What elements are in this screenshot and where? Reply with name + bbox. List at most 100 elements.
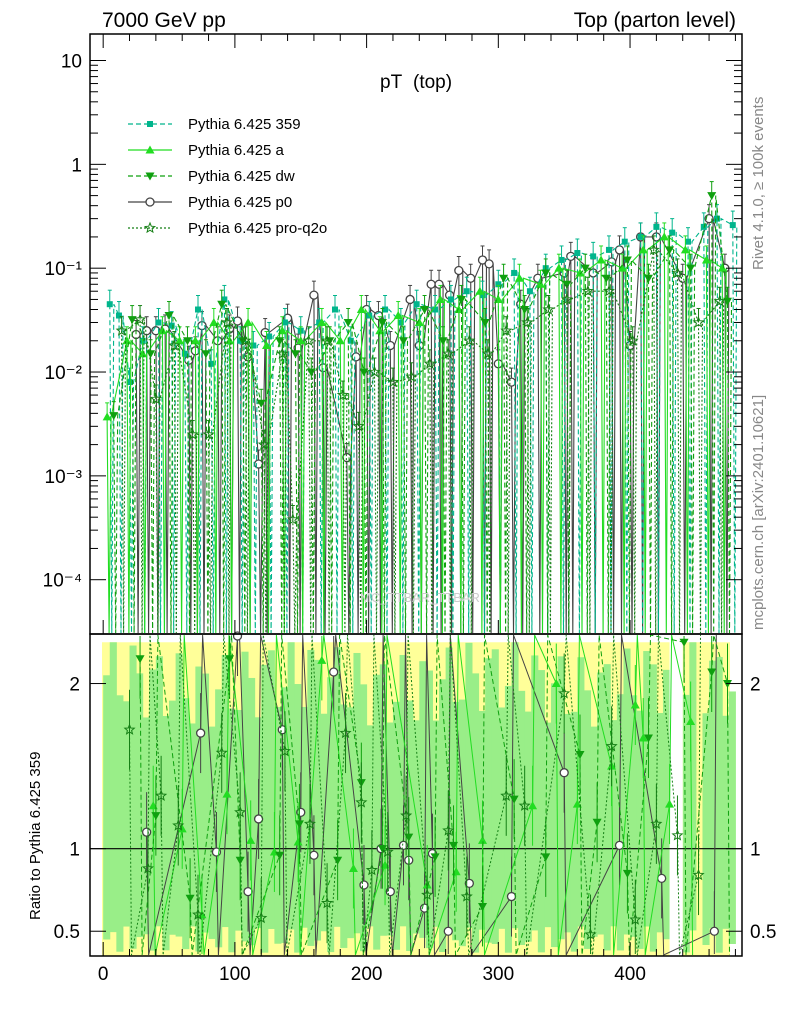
data-point [127,316,137,325]
legend-marker [145,197,155,207]
ratio-band-bin [511,642,519,929]
data-point [201,350,211,359]
data-point [182,337,192,346]
ratio-series-line [129,634,701,956]
ratio-band-bin [103,675,111,940]
ratio-point [506,891,517,902]
ratio-band-bin [419,661,427,938]
ratio-band-bin [551,683,559,948]
ratio-point [605,739,618,752]
ratio-band-bin [155,656,163,927]
data-point [250,342,257,349]
ratio-point [339,726,352,739]
legend-entry: Pythia 6.425 pro-q2o [128,220,327,237]
ratio-point [151,812,161,821]
ratio-point [442,824,455,836]
header-right: Top (parton level) [574,9,736,32]
data-point [266,333,273,340]
ratio-point [155,789,168,802]
data-point [614,245,625,255]
data-point [149,392,162,405]
y-main-tick-label: 10 [61,52,82,73]
ratio-series-pythia-6-425-pro-q2o [123,634,705,956]
data-point [713,215,720,222]
ratio-band-bin [234,709,242,931]
data-point [220,316,233,328]
ratio-point [430,853,440,862]
ratio-point [333,856,343,865]
ratio-band-bin [175,653,183,937]
data-point [596,255,606,264]
y-main-tick-label: 10⁻⁴ [43,571,82,592]
ratio-band-bin [564,713,572,933]
ratio-band-bin [709,660,717,929]
ratio-band-bin [471,673,480,953]
ratio-band-bin [491,649,499,944]
y-main-tick-label: 10⁻³ [45,467,83,488]
data-point [420,306,430,315]
y-main-tick-label: 10⁻¹ [45,259,83,280]
ratio-series-line [139,634,730,957]
side-label-rivet: Rivet 4.1.0, ≥ 100k events [750,97,767,270]
ratio-point [275,851,285,860]
data-point [463,288,470,295]
ratio-point [278,744,292,757]
ratio-point [329,667,339,677]
watermark: MC_TTBAR_TTBAR [360,590,480,605]
legend-label: Pythia 6.425 p0 [188,194,292,211]
ratio-point [551,679,561,688]
ratio-point [622,869,632,878]
ratio-point [234,805,247,818]
data-point [359,368,369,377]
ratio-point [509,795,519,804]
data-point [435,294,445,303]
y-ratio-tick-label: 0.5 [54,922,80,943]
ratio-point [235,856,245,865]
legend-entry: Pythia 6.425 dw [128,168,295,185]
ratio-point [528,801,538,810]
ratio-point [460,890,473,902]
ratio-band-bin [623,648,631,935]
ratio-band-bin [360,684,368,952]
ratio-point [707,668,717,677]
data-point [352,419,365,432]
data-point [243,317,253,326]
data-point [514,273,524,282]
data-point [575,268,585,277]
ratio-point [592,818,602,827]
data-point [480,318,490,327]
y-main-tick-label: 10⁻² [45,363,83,384]
ratio-point [253,814,264,824]
legend-entry: Pythia 6.425 359 [128,116,301,133]
ratio-band-bin [169,700,177,935]
data-point [155,319,162,326]
series-pythia-6-425-a [102,222,727,634]
ratio-band-bin [327,677,335,953]
data-point [335,336,345,345]
ratio-band-bin [577,657,585,927]
ratio-series-line [146,634,717,957]
ratio-band-bin [702,713,710,945]
data-point [526,288,533,295]
data-point [707,192,717,201]
data-point [316,319,323,326]
data-point [217,300,227,309]
ratio-point [172,819,185,831]
ratio-point [222,789,232,798]
ratio-point [135,655,145,664]
ratio-point [246,835,256,844]
ratio-band-bin [333,647,341,927]
ratio-point [294,820,304,829]
legend: Pythia 6.425 359 Pythia 6.425 a Pythia 6.4… [128,116,327,237]
data-point [659,232,669,241]
legend-label: Pythia 6.425 pro-q2o [188,220,327,237]
data-point [713,294,726,307]
data-point [701,255,711,264]
data-point [221,296,228,303]
ratio-band-bin [136,673,144,938]
ratio-band-bin [195,666,203,952]
data-point [115,324,128,336]
data-point [643,274,653,283]
series-line [106,235,727,634]
ratio-band-bin [215,689,223,948]
